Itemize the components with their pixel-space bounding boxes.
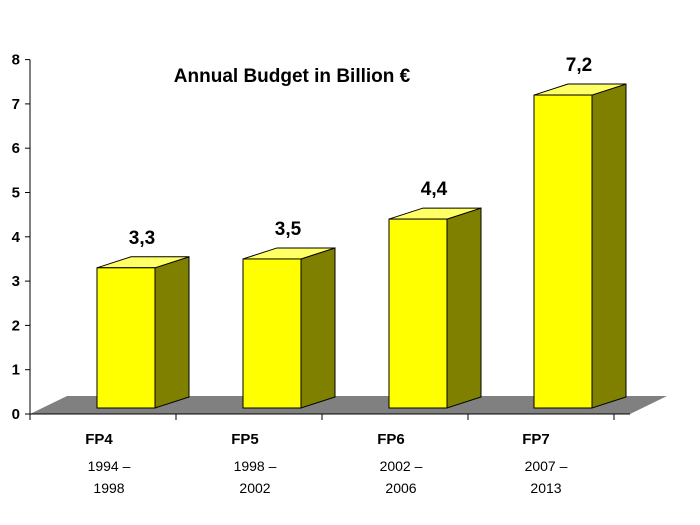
bar-fp7: [533, 83, 627, 409]
data-label: 3,3: [129, 228, 155, 249]
bar-fp4: [96, 256, 190, 409]
period-label: 2002 –: [380, 458, 423, 474]
data-label: 7,2: [566, 55, 592, 76]
period-label: 1998 –: [234, 458, 277, 474]
y-tick-label: 8: [12, 52, 20, 69]
bar-front: [96, 267, 156, 409]
y-tick-label: 2: [12, 317, 20, 334]
y-tick-label: 6: [12, 140, 20, 157]
bar-front: [242, 258, 302, 409]
y-tick-label: 3: [12, 273, 20, 290]
bar-side: [591, 83, 627, 409]
bar-side: [154, 256, 190, 409]
period-label: 2006: [385, 480, 416, 496]
period-label: 2007 –: [525, 458, 568, 474]
x-tick-label: FP5: [231, 431, 259, 448]
data-label: 4,4: [421, 179, 448, 200]
bar-fp5: [242, 247, 336, 409]
y-tick-label: 5: [12, 185, 20, 202]
bar-front: [388, 218, 448, 409]
y-tick-label: 4: [12, 229, 21, 246]
y-tick-label: 7: [12, 96, 20, 113]
y-tick-label: 1: [12, 362, 20, 379]
bar-fp6: [388, 207, 482, 409]
bar-front: [533, 94, 593, 409]
x-tick-label: FP7: [522, 431, 550, 448]
chart-floor: [30, 396, 667, 414]
bar-side: [446, 207, 482, 409]
bar-side: [300, 247, 336, 409]
y-tick-label: 0: [12, 406, 20, 423]
chart-title: Annual Budget in Billion €: [174, 66, 411, 87]
period-label: 1998: [93, 480, 124, 496]
period-label: 2013: [530, 480, 561, 496]
period-label: 2002: [239, 480, 270, 496]
period-label: 1994 –: [88, 458, 131, 474]
data-label: 3,5: [275, 219, 302, 240]
x-tick-label: FP4: [85, 431, 113, 448]
x-tick-label: FP6: [377, 431, 405, 448]
